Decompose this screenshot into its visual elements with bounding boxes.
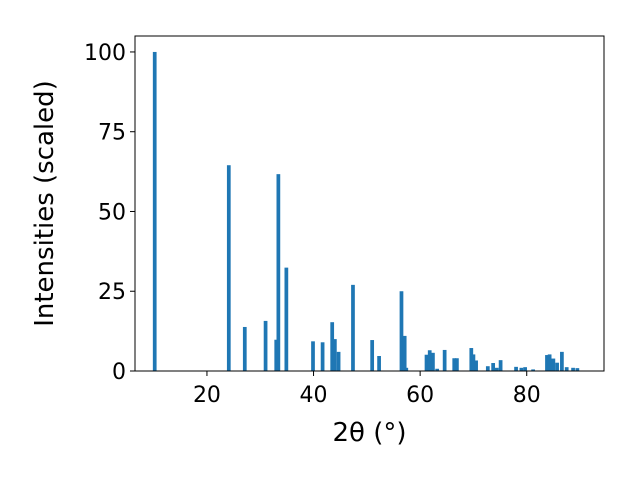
bar xyxy=(377,356,381,371)
bar xyxy=(498,360,503,371)
bar xyxy=(452,358,457,371)
bar xyxy=(491,363,496,371)
y-tick-label: 100 xyxy=(84,41,126,66)
bar xyxy=(284,267,289,371)
x-axis-label: 2θ (°) xyxy=(332,418,406,448)
bar xyxy=(370,340,375,371)
bar xyxy=(399,291,404,371)
bar xyxy=(551,358,556,371)
bar xyxy=(545,355,549,371)
x-tick-label: 40 xyxy=(300,383,328,408)
bar xyxy=(571,367,575,371)
bar xyxy=(336,351,341,371)
bar xyxy=(311,341,315,371)
bar xyxy=(431,352,435,371)
bar xyxy=(274,339,279,371)
bar xyxy=(332,339,337,371)
y-tick-label: 25 xyxy=(98,280,126,305)
bar xyxy=(402,335,407,371)
bar xyxy=(519,367,524,371)
bar xyxy=(404,367,409,371)
bar xyxy=(435,368,440,371)
x-tick-label: 60 xyxy=(406,383,434,408)
y-axis: 0 25 50 75 100 xyxy=(84,41,135,385)
bar xyxy=(575,368,580,371)
bar xyxy=(531,369,535,371)
bar xyxy=(263,320,268,371)
bar xyxy=(351,284,355,371)
bar xyxy=(320,342,325,371)
bar xyxy=(560,351,564,371)
y-tick-label: 0 xyxy=(112,360,126,385)
y-tick-label: 50 xyxy=(98,200,126,225)
plot-frame xyxy=(134,35,605,372)
bar xyxy=(564,367,569,371)
bar xyxy=(547,354,552,371)
bar xyxy=(485,366,490,371)
bar xyxy=(424,354,429,371)
x-axis: 20 40 60 80 xyxy=(193,371,541,408)
bar xyxy=(495,367,499,371)
bar xyxy=(226,165,231,371)
y-axis-label: Intensities (scaled) xyxy=(30,80,60,327)
bar xyxy=(555,362,559,371)
bar xyxy=(152,51,157,371)
bar xyxy=(474,360,478,371)
bar xyxy=(242,326,247,371)
bar xyxy=(469,348,474,371)
bar xyxy=(330,322,335,371)
bar xyxy=(442,349,447,371)
bar xyxy=(523,367,527,371)
bar xyxy=(276,174,281,371)
bar xyxy=(514,366,518,371)
bar xyxy=(455,358,459,371)
bar xyxy=(427,350,432,371)
bar xyxy=(471,354,476,371)
bar-series xyxy=(152,51,580,371)
x-tick-label: 20 xyxy=(193,383,221,408)
y-tick-label: 75 xyxy=(98,121,126,146)
x-tick-label: 80 xyxy=(513,383,541,408)
